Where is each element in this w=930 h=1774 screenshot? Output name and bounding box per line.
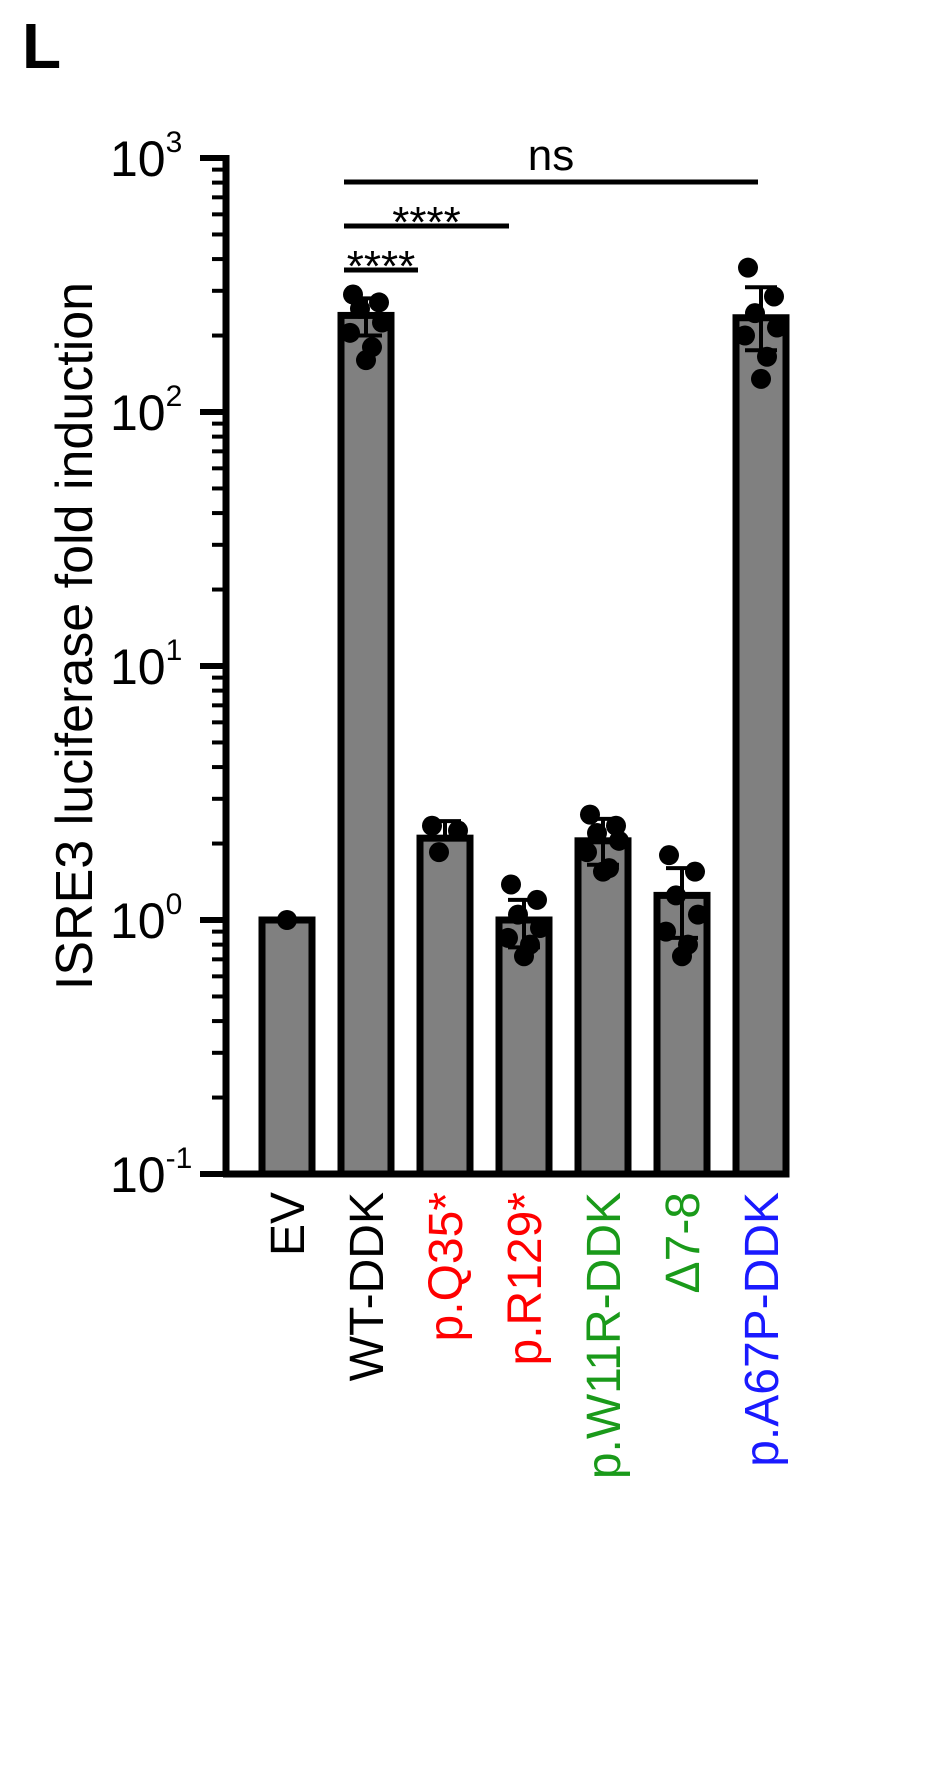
data-point [577, 842, 597, 863]
x-tick-label: EV [262, 1192, 315, 1256]
bar-0 [258, 916, 316, 1178]
data-point [340, 322, 360, 343]
x-tick-label: p.Q35* [420, 1192, 473, 1341]
data-point [429, 842, 449, 863]
x-tick-label: Δ7-8 [657, 1192, 710, 1293]
data-point [350, 298, 370, 319]
data-point [757, 346, 777, 367]
y-axis-ticks: 103 102 101 100 10-1 [110, 126, 226, 1203]
data-point [527, 889, 547, 910]
data-point [764, 286, 784, 307]
data-point [688, 904, 708, 925]
y-tick-label: 103 [110, 126, 182, 187]
y-axis-label: ISRE3 luciferase fold induction [46, 282, 104, 990]
data-points [277, 257, 787, 967]
data-point [735, 325, 755, 346]
data-point [738, 257, 758, 278]
bar-4 [574, 837, 632, 1178]
data-point [656, 921, 676, 942]
data-point [609, 830, 629, 851]
data-point [751, 368, 771, 389]
x-tick-label: p.R129* [499, 1192, 552, 1365]
bars [258, 311, 790, 1178]
y-tick-label: 10-1 [110, 1142, 192, 1203]
data-point [498, 927, 518, 948]
significance-label: **** [392, 198, 461, 247]
data-point [422, 815, 442, 836]
data-point [530, 918, 550, 939]
data-point [508, 904, 528, 925]
data-point [593, 861, 613, 882]
data-point [514, 946, 534, 967]
x-tick-label: p.W11R-DDK [578, 1192, 631, 1479]
data-point [745, 303, 765, 324]
data-point [501, 874, 521, 895]
significance-label: ns [528, 131, 574, 180]
data-point [369, 292, 389, 313]
data-point [356, 350, 376, 371]
data-point [767, 317, 787, 338]
x-tick-label: WT-DDK [341, 1192, 394, 1381]
data-point [659, 845, 679, 866]
x-tick-label: p.A67P-DDK [736, 1192, 789, 1467]
bar-1 [337, 311, 395, 1178]
data-point [666, 885, 686, 906]
data-point [372, 312, 392, 333]
significance-label: **** [347, 242, 416, 291]
axes [222, 155, 780, 1178]
data-point [672, 946, 692, 967]
error-bars [350, 285, 777, 950]
y-tick-label: 100 [110, 888, 182, 949]
panel-letter: L [22, 10, 61, 82]
y-tick-label: 102 [110, 380, 182, 441]
y-tick-label: 101 [110, 634, 182, 695]
significance-brackets: ns ******** [344, 131, 758, 291]
data-point [606, 815, 626, 836]
data-point [685, 861, 705, 882]
data-point [448, 820, 468, 841]
bar-2 [416, 834, 474, 1178]
x-axis-labels: EV WT-DDK p.Q35* p.R129* p.W11R-DDK Δ7-8 p.A67… [262, 1192, 789, 1479]
data-point [587, 823, 607, 844]
data-point [277, 910, 297, 930]
bar-6 [732, 314, 790, 1178]
data-point [580, 804, 600, 825]
